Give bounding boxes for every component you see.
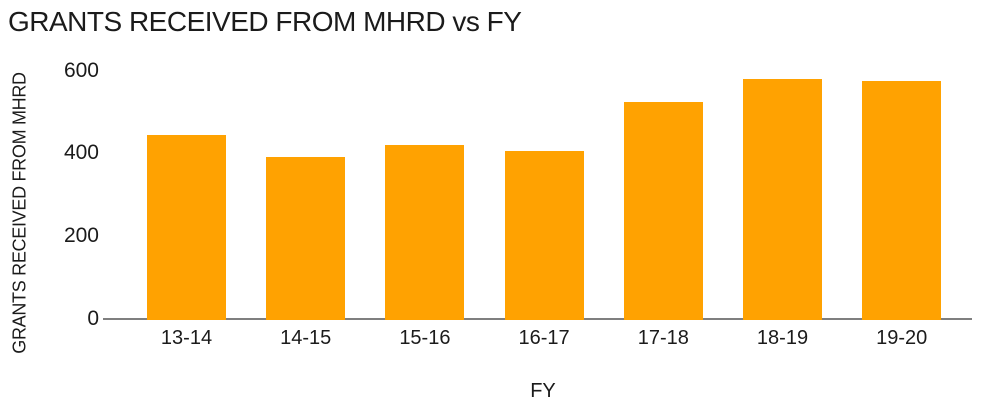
bar-16-17[interactable] [504,151,584,321]
x-tick-label: 19-20 [876,327,928,349]
y-tick-label: 600 [63,58,99,82]
x-tick-label: 17-18 [637,327,689,349]
y-tick-label: 200 [63,223,99,247]
bar-19-20[interactable] [862,81,942,321]
y-tick-label: 0 [87,306,99,330]
x-tick-label: 13-14 [160,327,213,349]
chart-title: GRANTS RECEIVED FROM MHRD vs FY [8,6,522,37]
y-tick-label: 400 [63,141,99,165]
bar-17-18[interactable] [623,101,703,321]
x-axis-title: FY [530,380,556,402]
bar-15-16[interactable] [385,145,465,321]
x-tick-label: 14-15 [280,327,332,349]
x-tick-label: 16-17 [518,327,570,349]
x-tick-label: 18-19 [756,327,809,349]
y-axis-title: GRANTS RECEIVED FROM MHRD [9,72,30,354]
bar-14-15[interactable] [266,157,346,321]
bar-18-19[interactable] [743,78,822,321]
x-tick-label: 15-16 [399,327,451,349]
bar-13-14[interactable] [147,134,226,321]
